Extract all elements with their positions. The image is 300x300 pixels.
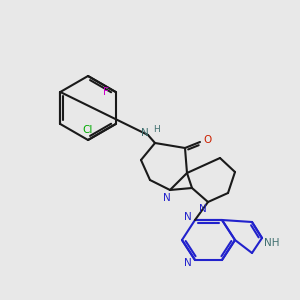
Text: NH: NH (264, 238, 280, 248)
Text: F: F (103, 87, 109, 97)
Text: N: N (199, 204, 207, 214)
Text: N: N (163, 193, 171, 203)
Text: O: O (203, 135, 211, 145)
Text: N: N (184, 212, 192, 222)
Text: H: H (153, 124, 159, 134)
Text: N: N (141, 128, 149, 138)
Text: N: N (184, 258, 192, 268)
Text: Cl: Cl (83, 125, 93, 135)
